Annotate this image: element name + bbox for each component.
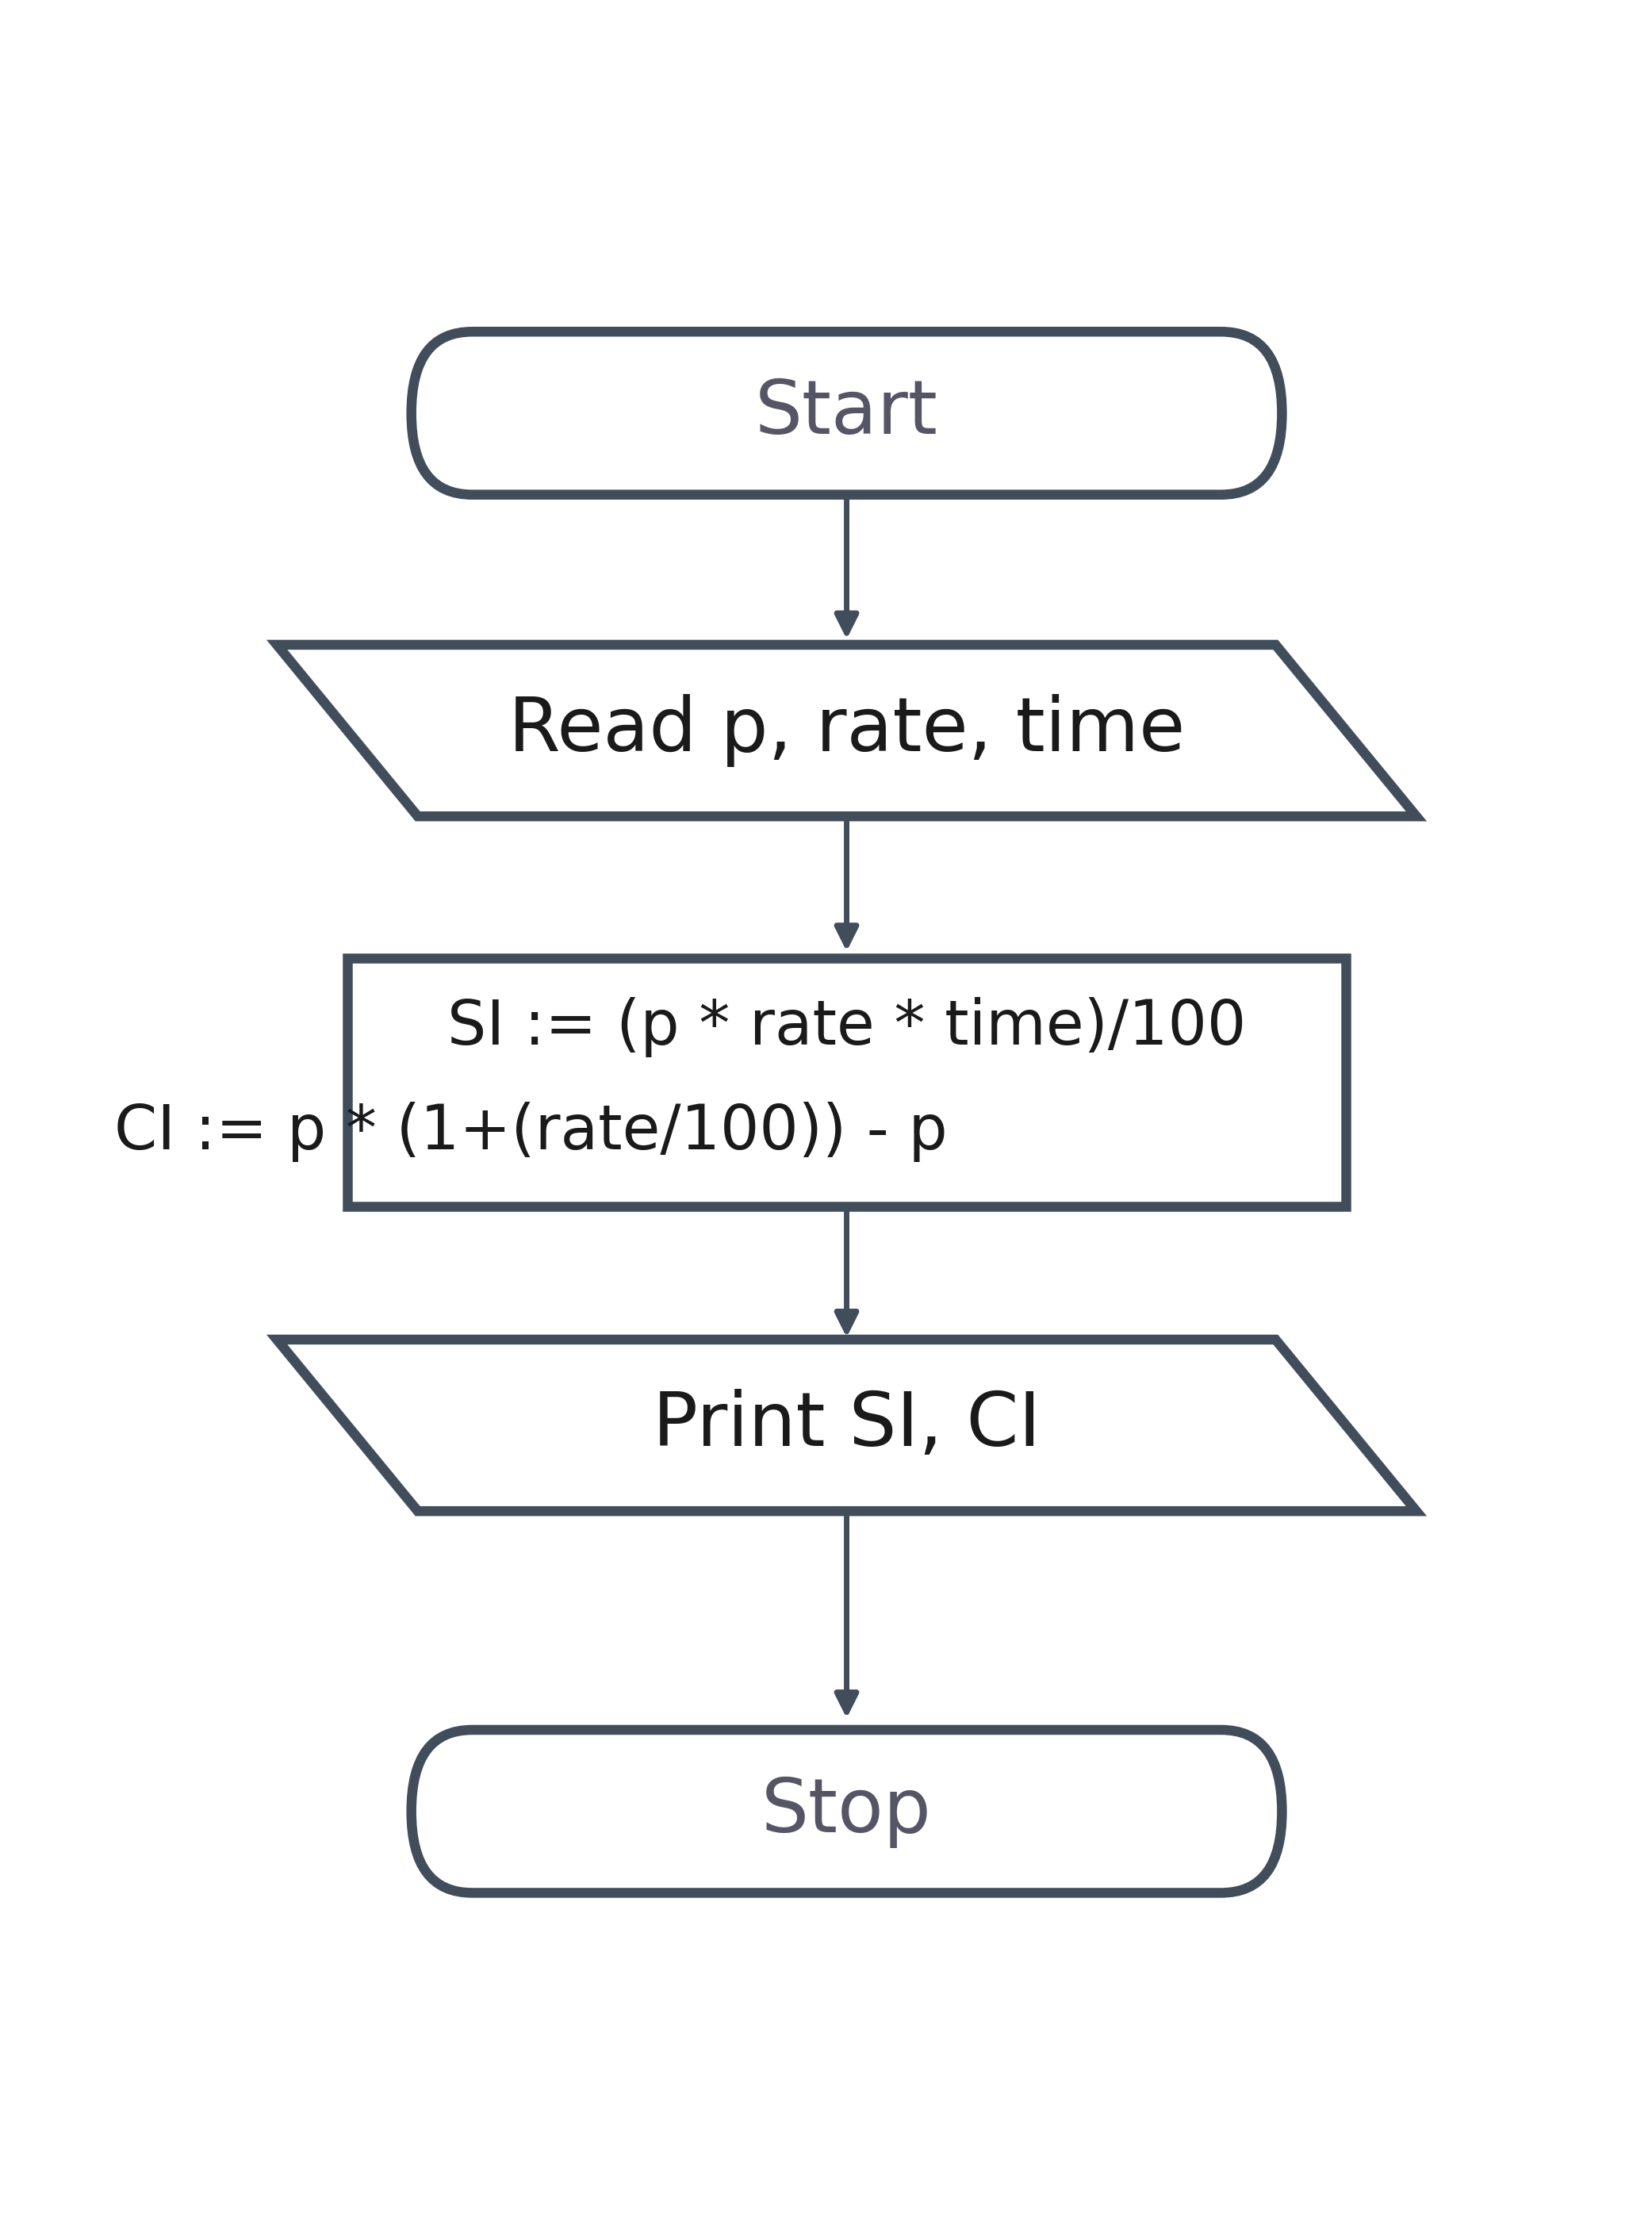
Text: - p: - p [846,1103,947,1163]
FancyBboxPatch shape [347,958,1346,1208]
FancyBboxPatch shape [411,1729,1282,1894]
Text: Read p, rate, time: Read p, rate, time [509,695,1184,766]
Text: Print SI, CI: Print SI, CI [653,1388,1041,1462]
Polygon shape [278,1339,1416,1511]
Polygon shape [278,644,1416,815]
Text: CI := p * (1+(rate/100)): CI := p * (1+(rate/100)) [114,1103,846,1163]
Text: Start: Start [755,377,938,450]
FancyBboxPatch shape [411,332,1282,495]
Text: SI := (p * rate * time)/100: SI := (p * rate * time)/100 [448,998,1246,1058]
Text: Stop: Stop [762,1776,932,1847]
